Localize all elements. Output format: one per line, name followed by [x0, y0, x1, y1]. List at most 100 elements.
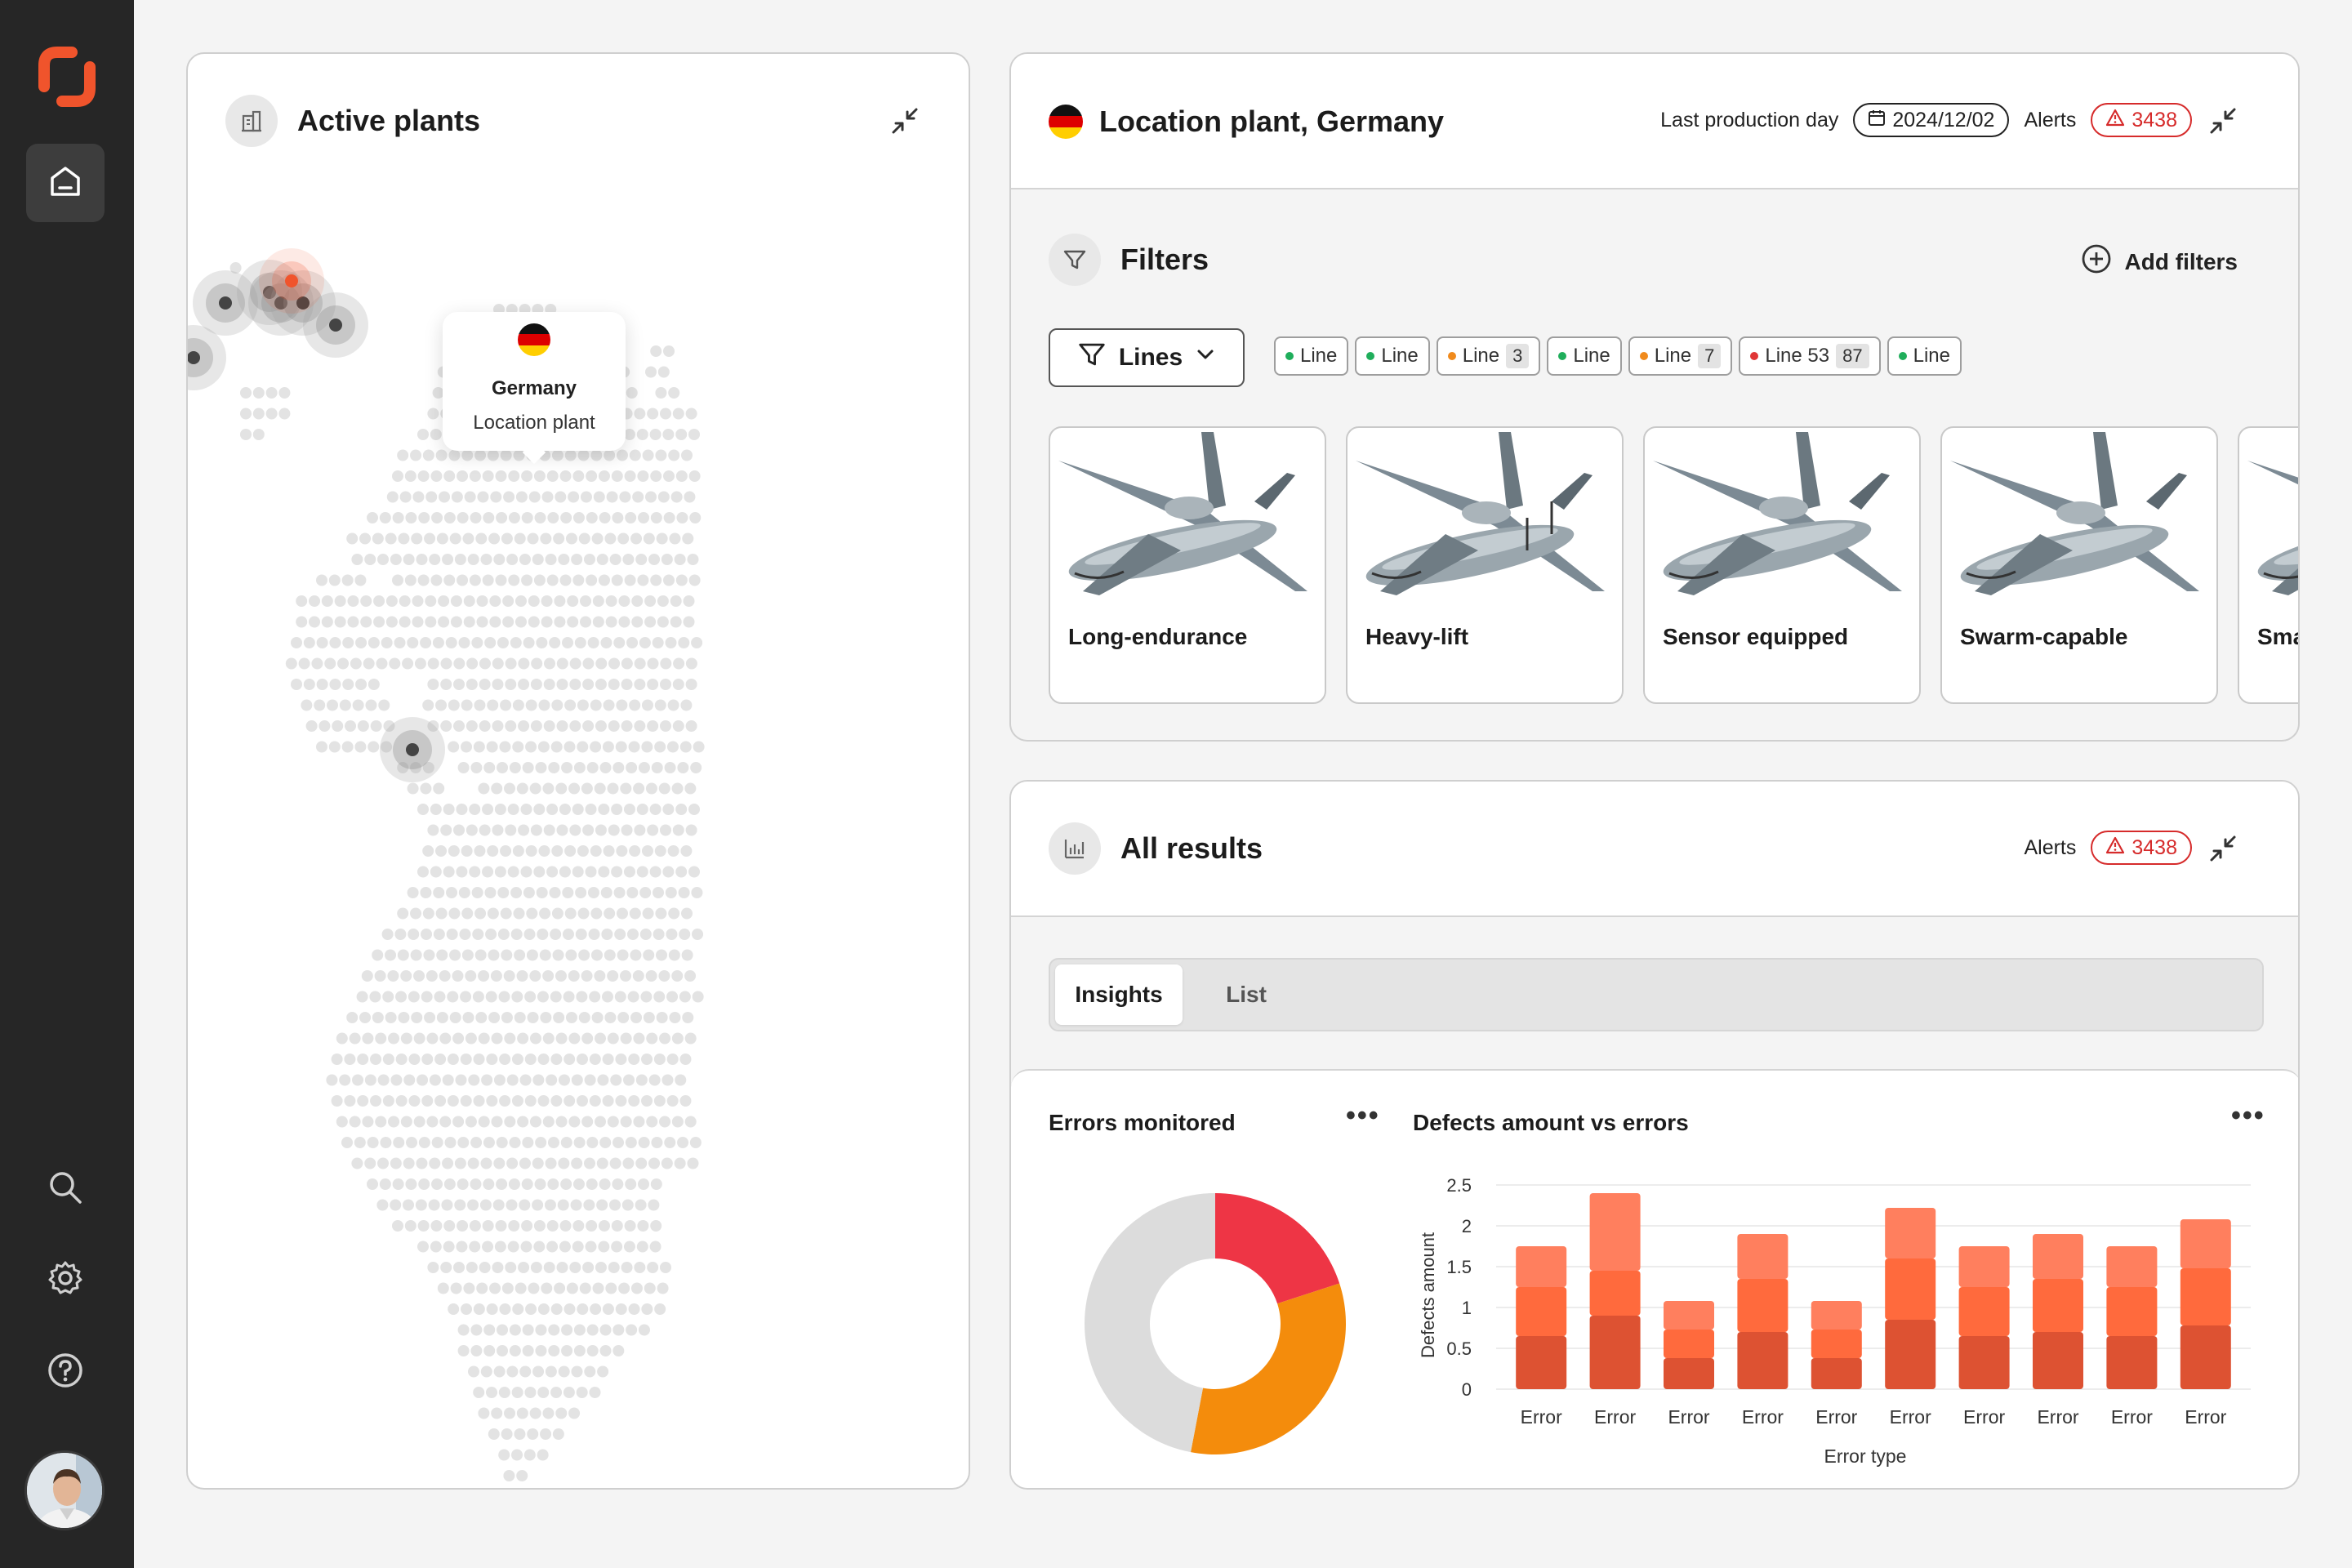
map-dot	[499, 741, 511, 753]
errors-chart-menu-button[interactable]: •••	[1346, 1100, 1380, 1131]
y-tick-label: 0	[1462, 1379, 1472, 1400]
bar-segment[interactable]	[1958, 1287, 2010, 1336]
product-card[interactable]: Heavy-lift	[1346, 426, 1624, 704]
map-dot	[511, 1387, 523, 1398]
line-tag[interactable]: Line	[1886, 336, 1962, 376]
map-dot	[417, 866, 429, 878]
errors-donut-chart[interactable]	[1076, 1185, 1354, 1463]
map-dot	[649, 429, 662, 440]
plant-marker[interactable]	[188, 351, 200, 364]
collapse-button[interactable]	[2202, 101, 2244, 144]
plant-marker[interactable]	[406, 743, 419, 756]
plant-marker[interactable]	[274, 296, 287, 310]
defects-bar-chart[interactable]: 0 0.5 1 1.5 2 2.5 Error Error Error Error Error Err…	[1411, 1152, 2277, 1479]
nav-search-button[interactable]	[41, 1165, 90, 1214]
add-filters-button[interactable]: Add filters	[2081, 243, 2238, 280]
bar-segment[interactable]	[2106, 1246, 2158, 1287]
donut-slice[interactable]	[1191, 1283, 1346, 1454]
nav-home-button[interactable]	[26, 144, 105, 222]
plant-marker[interactable]	[219, 296, 232, 310]
plant-marker[interactable]	[329, 318, 342, 332]
bar-segment[interactable]	[1737, 1332, 1788, 1389]
plant-marker[interactable]	[296, 296, 310, 310]
bar-segment[interactable]	[2106, 1336, 2158, 1389]
bar-segment[interactable]	[1885, 1208, 1936, 1258]
bar-segment[interactable]	[1664, 1301, 1714, 1330]
line-tag[interactable]: Line	[1274, 336, 1349, 376]
bar-segment[interactable]	[2180, 1219, 2231, 1268]
active-plant-marker[interactable]	[285, 274, 298, 287]
bar-segment[interactable]	[1811, 1358, 1862, 1389]
map-dot	[591, 532, 604, 545]
lines-dropdown[interactable]: Lines	[1049, 328, 1245, 387]
bar-segment[interactable]	[1664, 1330, 1714, 1358]
production-date-pill[interactable]: 2024/12/02	[1853, 103, 2010, 137]
map-dot	[399, 491, 412, 503]
bar-segment[interactable]	[1737, 1234, 1788, 1279]
map-dot	[613, 637, 626, 648]
map-dot	[448, 907, 461, 920]
bar-segment[interactable]	[1516, 1246, 1567, 1287]
line-tag[interactable]: Line 7	[1628, 336, 1733, 376]
bar-segment[interactable]	[1589, 1271, 1641, 1316]
defects-chart-menu-button[interactable]: •••	[2231, 1100, 2265, 1131]
bar-segment[interactable]	[2106, 1287, 2158, 1336]
bar-segment[interactable]	[1737, 1279, 1788, 1332]
tab-list[interactable]: List	[1226, 982, 1267, 1007]
nav-help-button[interactable]	[41, 1348, 90, 1396]
brand-logo[interactable]	[36, 46, 98, 108]
tab-insights[interactable]: Insights	[1055, 964, 1183, 1025]
line-tag[interactable]: Line	[1547, 336, 1622, 376]
plant-marker[interactable]	[263, 286, 276, 299]
filter-icon	[1076, 339, 1107, 376]
map-dot	[437, 1282, 449, 1294]
bar-segment[interactable]	[1958, 1246, 2010, 1287]
bar-segment[interactable]	[1885, 1258, 1936, 1320]
map-dot	[309, 616, 321, 628]
map-dot	[652, 887, 664, 898]
map-dot	[455, 1074, 467, 1086]
bar-segment[interactable]	[1958, 1336, 2010, 1389]
map-dot	[587, 887, 599, 898]
product-card[interactable]: Sensor equipped	[1643, 426, 1921, 704]
bar-segment[interactable]	[1516, 1336, 1567, 1389]
map-dot	[381, 741, 393, 753]
line-tag[interactable]: Line	[1355, 336, 1430, 376]
bar-segment[interactable]	[2033, 1332, 2083, 1389]
bar-segment[interactable]	[2033, 1234, 2083, 1279]
map-dot	[638, 762, 650, 773]
bar-segment[interactable]	[2033, 1279, 2083, 1332]
donut-slice[interactable]	[1215, 1193, 1340, 1304]
bar-segment[interactable]	[1516, 1287, 1567, 1336]
map-dot	[619, 491, 631, 503]
map-dot	[646, 1032, 658, 1045]
alerts-pill[interactable]: 3438	[2091, 831, 2192, 865]
dot-map[interactable]	[188, 217, 969, 1490]
bar-segment[interactable]	[2180, 1268, 2231, 1325]
product-card[interactable]: Swarm-capable	[1940, 426, 2218, 704]
product-card[interactable]: Long-endurance	[1049, 426, 1326, 704]
map-dot	[436, 532, 448, 545]
status-dot	[1447, 352, 1456, 360]
product-card[interactable]: Sma	[2238, 426, 2298, 704]
bar-segment[interactable]	[1885, 1320, 1936, 1389]
bar-segment[interactable]	[1811, 1330, 1862, 1358]
collapse-button[interactable]	[2202, 829, 2244, 871]
map-dot	[689, 1137, 702, 1148]
bar-segment[interactable]	[1589, 1193, 1641, 1271]
donut-slice[interactable]	[1085, 1193, 1215, 1453]
line-tag[interactable]: Line 3	[1436, 336, 1541, 376]
map-dot	[494, 866, 506, 878]
alerts-pill[interactable]: 3438	[2091, 103, 2192, 137]
nav-settings-button[interactable]	[41, 1255, 90, 1304]
bar-segment[interactable]	[1589, 1316, 1641, 1389]
line-tag[interactable]: Line 53 87	[1739, 336, 1881, 376]
collapse-button[interactable]	[884, 101, 926, 144]
map-dot	[535, 1324, 547, 1336]
bar-segment[interactable]	[2180, 1325, 2231, 1389]
user-avatar[interactable]	[24, 1450, 105, 1530]
bar-segment[interactable]	[1811, 1301, 1862, 1330]
bar-segment[interactable]	[1664, 1358, 1714, 1389]
map-dot	[637, 470, 649, 482]
map-dot	[510, 929, 523, 940]
